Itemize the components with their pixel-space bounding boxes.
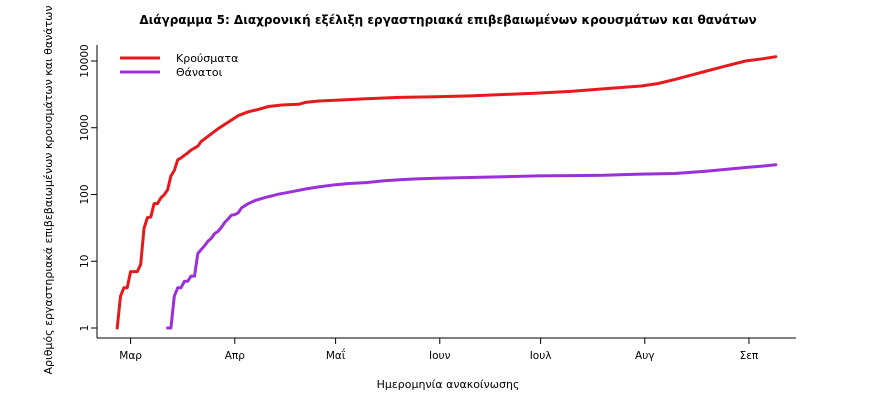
chart-title: Διάγραμμα 5: Διαχρονική εξέλιξη εργαστηρ… (139, 13, 756, 27)
series-lines (115, 55, 778, 330)
y-tick-label: 10 (79, 255, 91, 268)
y-tick-label: 100 (79, 184, 91, 204)
x-tick-label: Ιουλ (530, 350, 552, 362)
x-tick-label: Ιουν (429, 350, 451, 362)
y-tick-label: 10000 (79, 44, 91, 77)
x-axis-label: Ημερομηνία ανακοίνωσης (377, 378, 520, 391)
x-tick-label: Αυγ (635, 350, 654, 362)
legend: Κρούσματα Θάνατοι (120, 52, 238, 79)
y-tick-label: 1 (79, 325, 91, 332)
x-tick-label: Μαρ (119, 350, 142, 362)
legend-label-cases: Κρούσματα (176, 52, 238, 65)
x-tick-label: Σεπ (740, 350, 759, 362)
legend-label-deaths: Θάνατοι (176, 66, 223, 79)
y-axis-label: Αριθμός εργαστηριακά επιβεβαιωμένων κρου… (42, 5, 55, 374)
x-axis-ticks: Μαρ Απρ Μαΐ Ιουν Ιουλ Αυγ Σεπ (119, 338, 759, 362)
series-line-cases (115, 55, 778, 330)
series-line-deaths (166, 163, 778, 330)
y-axis-ticks: 1 10 100 1000 10000 (79, 44, 97, 331)
y-tick-label: 1000 (79, 114, 91, 141)
x-tick-label: Απρ (225, 350, 246, 362)
x-tick-label: Μαΐ (326, 348, 346, 362)
